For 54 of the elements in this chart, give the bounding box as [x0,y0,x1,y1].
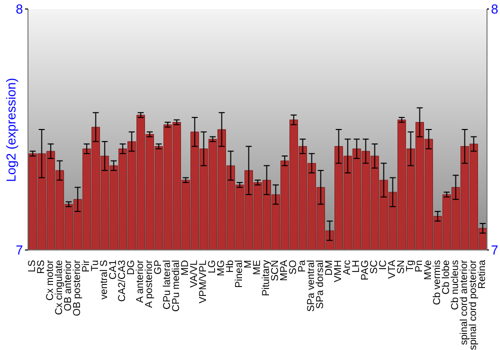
x-tick-label: PAG [360,260,371,280]
y2-tick-label: 8 [491,2,498,17]
x-tick-label: GP [153,260,164,274]
x-tick-label: LS [27,260,38,272]
x-tick-label: CA2/CA3 [117,260,128,302]
x-tick-label: ME [252,260,263,275]
x-tick-label: Tu [90,260,101,272]
x-tick-label: spinal cord posterior [468,259,479,350]
x-tick-label: M [243,260,254,268]
x-tick-label: VA/VL [189,260,200,288]
x-tick-label: IC [378,260,389,270]
x-tick-label: SPa dorsal [315,260,326,309]
x-tick-label: VTA [387,260,398,279]
y-axis-title: Log2 (expression) [4,78,18,182]
x-tick-label: spinal cord anterior [459,259,470,346]
x-tick-label: MPA [279,260,290,281]
x-tick-label: LG [207,260,218,274]
x-tick-label: Pituitary [261,260,272,296]
x-tick-label: RS [36,260,47,274]
x-tick-label: VPM/VPL [198,260,209,304]
x-tick-label: SO [288,260,299,274]
x-tick-label: Cb nucleus [450,260,461,310]
x-tick-label: DG [126,260,137,275]
x-tick-label: SC [369,260,380,274]
x-tick-label: MD [180,260,191,276]
x-tick-label: CPu lateral [162,260,173,310]
x-tick-label: CA1 [108,260,119,280]
x-tick-label: Retina [477,260,488,289]
x-tick-label: Tg [405,260,416,272]
x-tick-label: Cb vermis [432,260,443,306]
x-tick-label: Hb [225,260,236,273]
x-tick-label: A posterior [144,259,155,308]
x-tick-label: Pn [414,260,425,272]
x-tick-label: Arc [342,260,353,275]
x-tick-label: LH [351,260,362,273]
x-tick-label: Pineal [234,260,245,288]
x-tick-label: DM [324,260,335,276]
x-tick-label: A anterior [135,259,146,303]
x-tick-label: OB anterior [63,259,74,312]
x-tick-label: Cb lobe [441,260,452,294]
x-tick-label: Cx motor [45,259,56,301]
x-tick-label: SCN [270,260,281,282]
x-tick-label: ventral S [99,260,110,300]
x-tick-label: OB posterior [72,259,83,316]
x-tick-label: CPu medial [171,260,182,312]
x-tick-label: SPa ventral [306,260,317,312]
x-tick-label: Pir [81,259,92,272]
x-tick-label: SN [396,260,407,274]
y2-tick-label: 7 [491,242,498,258]
x-tick-label: Cx cingulate [54,260,65,316]
x-tick-label: Pa [297,260,308,272]
x-tick-label: VMH [333,260,344,282]
x-tick-label: MG [216,260,227,276]
x-tick-label: MVe [423,260,434,280]
